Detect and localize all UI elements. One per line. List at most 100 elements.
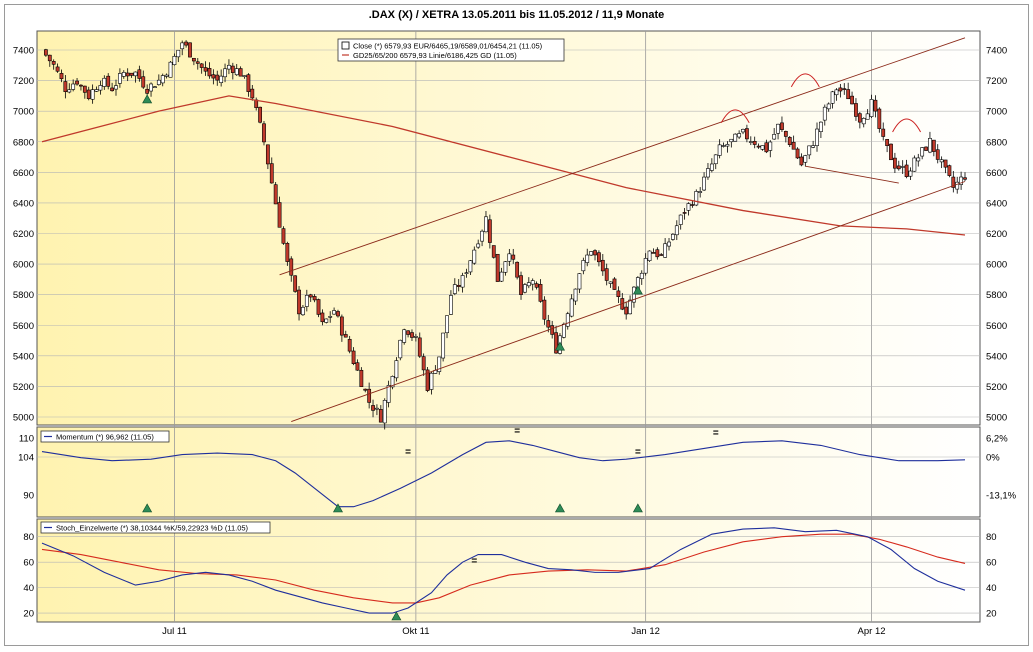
equal-marker: = xyxy=(471,556,477,567)
candle-up xyxy=(776,123,780,134)
candle-up xyxy=(98,85,103,91)
candle-up xyxy=(939,159,944,163)
candle-up xyxy=(94,89,99,92)
candle-up xyxy=(663,243,668,258)
momentum-panel xyxy=(36,426,981,518)
candle-up xyxy=(678,214,683,225)
candle-down xyxy=(624,306,629,315)
candle-up xyxy=(234,68,239,76)
momentum-signal-triangle xyxy=(142,503,153,513)
candle-up xyxy=(507,253,512,262)
candle-down xyxy=(230,65,235,73)
equal-marker: = xyxy=(635,447,641,458)
candle-down xyxy=(511,254,516,260)
price-tick-left: 5200 xyxy=(13,382,34,393)
candle-up xyxy=(390,376,395,388)
candle-down xyxy=(265,144,270,165)
stochastic-panel xyxy=(36,518,981,623)
candle-down xyxy=(550,325,555,335)
candle-up xyxy=(437,356,442,372)
candle-up xyxy=(912,157,917,172)
candle-down xyxy=(651,252,656,254)
candle-up xyxy=(639,272,644,280)
candle-up xyxy=(698,191,703,193)
candle-down xyxy=(892,157,897,169)
stoch-k-line xyxy=(41,527,966,614)
candle-up xyxy=(382,400,387,424)
price-tick-right: 7000 xyxy=(986,107,1007,118)
candle-down xyxy=(842,88,847,90)
price-tick-left: 6000 xyxy=(13,260,34,271)
candle-up xyxy=(460,275,465,288)
candle-down xyxy=(320,312,325,323)
candle-down xyxy=(355,362,360,371)
candle-down xyxy=(289,258,294,276)
candle-down xyxy=(312,296,317,301)
candle-down xyxy=(141,76,146,88)
momentum-tick-right: 0% xyxy=(986,453,1000,464)
candle-up xyxy=(702,176,706,191)
candle-up xyxy=(523,284,527,293)
candle-down xyxy=(316,299,321,315)
candle-down xyxy=(612,278,617,290)
candle-up xyxy=(452,284,457,294)
candle-down xyxy=(238,68,243,77)
candle-down xyxy=(885,139,890,146)
candle-down xyxy=(542,299,547,320)
candle-down xyxy=(943,159,948,168)
stoch-signal-triangle xyxy=(391,611,402,621)
candle-down xyxy=(339,316,344,336)
candle-down xyxy=(343,334,348,338)
candle-up xyxy=(445,315,449,334)
candle-down xyxy=(873,99,878,112)
candle-down xyxy=(51,61,56,65)
candle-up xyxy=(865,113,870,120)
candle-up xyxy=(71,83,76,90)
stoch-tick-right: 80 xyxy=(986,532,997,543)
candle-down xyxy=(246,74,251,92)
candle-up xyxy=(133,71,138,77)
candle-down xyxy=(554,332,558,354)
candle-down xyxy=(787,137,792,146)
candle-up xyxy=(826,103,831,110)
stoch-tick-right: 20 xyxy=(986,609,997,620)
price-tick-left: 7400 xyxy=(13,46,34,57)
candle-down xyxy=(406,330,410,335)
candle-down xyxy=(367,388,372,403)
candle-down xyxy=(293,275,298,292)
candle-up xyxy=(429,372,434,390)
candle-down xyxy=(125,72,130,77)
legend-ma: GD25/65/200 6579,93 Linie/6186,425 GD (1… xyxy=(353,51,517,60)
momentum-legend: Momentum (*) 96,962 (11.05) xyxy=(40,430,170,443)
candle-up xyxy=(402,329,407,343)
stoch-tick-left: 80 xyxy=(23,532,34,543)
candle-up xyxy=(503,261,508,273)
candle-up xyxy=(394,360,399,379)
candle-up xyxy=(472,249,477,264)
candle-down xyxy=(935,149,940,160)
candle-up xyxy=(628,299,632,315)
candle-down xyxy=(795,148,800,159)
x-tick-label: Apr 12 xyxy=(858,626,886,637)
candle-down xyxy=(752,140,757,145)
candle-up xyxy=(807,145,812,156)
candle-up xyxy=(721,145,726,147)
momentum-tick-left: 104 xyxy=(18,453,34,464)
candle-up xyxy=(632,286,636,303)
candle-up xyxy=(908,170,913,177)
candle-up xyxy=(819,121,823,132)
candle-down xyxy=(129,72,134,76)
candle-up xyxy=(834,89,839,96)
pattern-arc xyxy=(720,109,750,124)
candle-down xyxy=(799,156,804,166)
candle-up xyxy=(928,138,932,153)
candle-down xyxy=(519,275,523,295)
candle-up xyxy=(811,145,816,148)
candle-up xyxy=(160,75,165,84)
candle-up xyxy=(647,250,652,262)
price-tick-right: 5400 xyxy=(986,351,1007,362)
legend-stochastic: Stoch_Einzelwerte (*) 38,10344 %K/59,229… xyxy=(56,524,249,533)
price-tick-right: 6600 xyxy=(986,168,1007,179)
candle-down xyxy=(904,164,909,178)
candle-up xyxy=(242,75,247,77)
